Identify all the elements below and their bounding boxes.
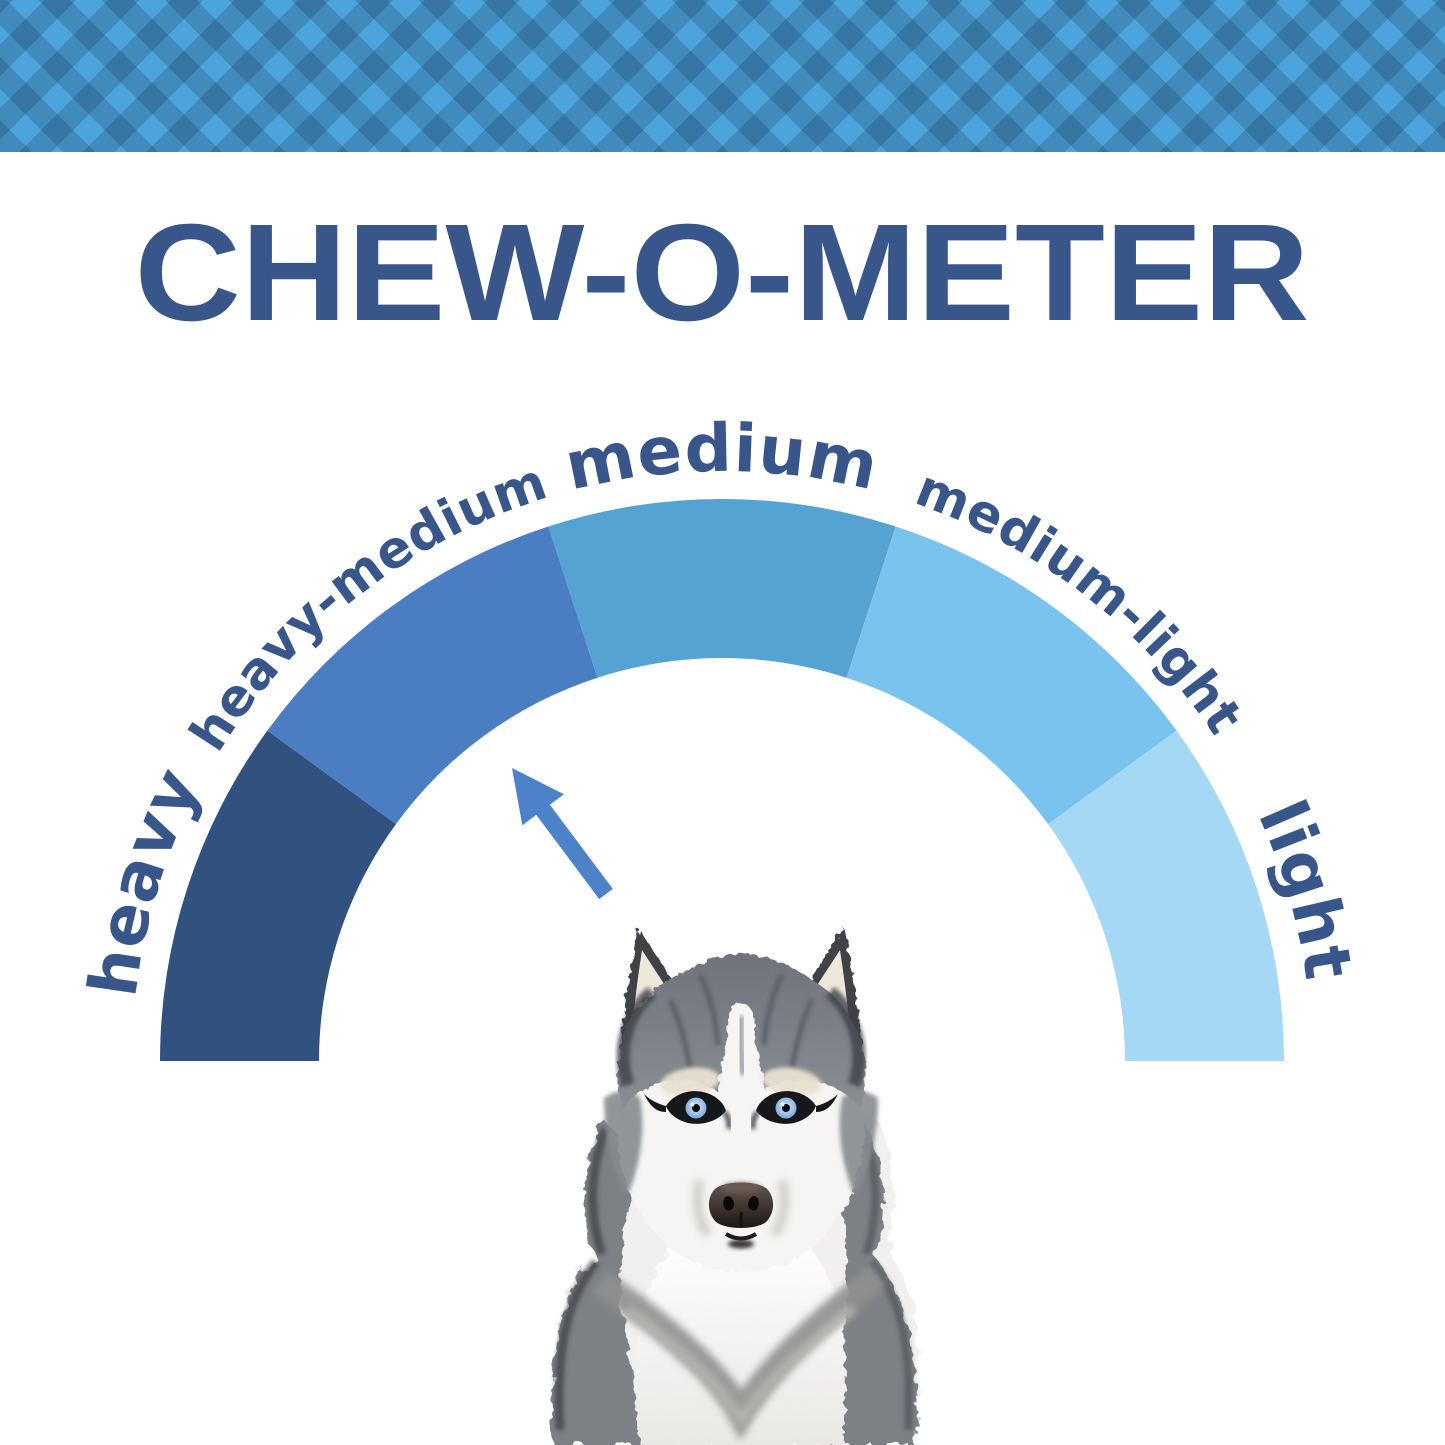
husky-nose-shape bbox=[708, 1182, 774, 1228]
husky-eye-right bbox=[750, 1091, 838, 1130]
fur-detail bbox=[616, 987, 657, 1088]
husky-blaze bbox=[708, 1003, 774, 1178]
gauge-label-medium: medium bbox=[559, 410, 885, 506]
fur-detail bbox=[690, 1102, 695, 1107]
fur-detail bbox=[554, 1126, 611, 1431]
husky-nostril-left bbox=[723, 1196, 734, 1211]
fur-detail bbox=[780, 1102, 785, 1107]
fur-detail bbox=[644, 1094, 666, 1112]
pointer-arrow-shaft bbox=[530, 796, 613, 900]
husky-brow-left bbox=[660, 1067, 720, 1097]
husky-pupil-left bbox=[692, 1104, 700, 1112]
husky-chest bbox=[635, 1225, 846, 1445]
husky-eye-left bbox=[644, 1091, 732, 1130]
fur-detail bbox=[750, 1110, 760, 1130]
gauge-segment-medium-light bbox=[846, 526, 1177, 825]
fur-detail bbox=[625, 1304, 858, 1430]
husky-brow-right bbox=[762, 1067, 822, 1097]
fur-detail bbox=[816, 1094, 838, 1112]
chew-gauge bbox=[160, 498, 1284, 1061]
gingham-banner bbox=[0, 0, 1445, 152]
fur-detail bbox=[737, 1015, 746, 1076]
husky-pupil-right bbox=[782, 1104, 790, 1112]
fur-detail bbox=[722, 1110, 732, 1130]
gauge-segment-medium bbox=[548, 498, 896, 678]
fur-detail bbox=[667, 973, 815, 1069]
gauge-segment-heavy-medium bbox=[267, 526, 598, 825]
fur-detail bbox=[728, 1239, 754, 1249]
gauge-segment-light bbox=[1048, 730, 1284, 1061]
fur-detail bbox=[604, 1091, 643, 1195]
fur-detail bbox=[839, 1091, 878, 1195]
fur-detail bbox=[693, 1178, 789, 1238]
husky-illustration bbox=[551, 928, 919, 1445]
gauge-segment-heavy bbox=[160, 730, 396, 1061]
husky-nose bbox=[708, 1182, 774, 1228]
fur-detail bbox=[721, 1182, 761, 1194]
husky-shoulder-left bbox=[551, 1120, 642, 1445]
husky-nostril-right bbox=[748, 1196, 759, 1211]
pointer-arrow bbox=[512, 768, 613, 900]
husky-mouth bbox=[724, 1232, 758, 1241]
fur-detail bbox=[825, 987, 866, 1088]
pointer-arrow-head bbox=[512, 768, 564, 826]
page-title: CHEW-O-METER bbox=[135, 196, 1310, 350]
